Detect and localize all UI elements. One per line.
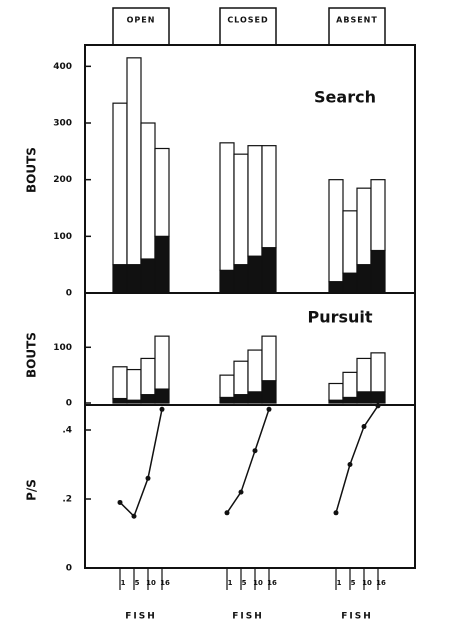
point: [362, 424, 367, 429]
bar-segment: [262, 248, 276, 293]
bar-segment: [141, 259, 155, 293]
point: [239, 490, 244, 495]
bar-segment: [155, 236, 169, 293]
y-tick-label: .4: [62, 426, 72, 436]
bar-segment: [262, 336, 276, 381]
y-axis-label: P/S: [25, 479, 39, 501]
bar-segment: [155, 389, 169, 403]
bar-segment: [329, 384, 343, 401]
bar-segment: [234, 395, 248, 403]
bar-segment: [248, 146, 262, 257]
point: [267, 407, 272, 412]
y-tick-label: 0: [66, 289, 72, 299]
x-tick-label: 1: [121, 579, 126, 587]
bar-segment: [113, 399, 127, 403]
x-tick-label: 10: [362, 579, 372, 587]
y-tick-label: 100: [53, 232, 72, 242]
bar-segment: [248, 256, 262, 293]
x-tick-label: 5: [135, 579, 140, 587]
bar-segment: [371, 353, 385, 392]
group-header: CLOSED: [227, 16, 268, 25]
bar-segment: [141, 123, 155, 259]
bar-segment: [234, 265, 248, 293]
point: [146, 476, 151, 481]
line: [227, 409, 269, 513]
x-axis-label: FISH: [341, 612, 373, 622]
x-tick-label: 5: [351, 579, 356, 587]
bar-segment: [357, 358, 371, 391]
bar-segment: [113, 103, 127, 265]
bar-segment: [113, 265, 127, 293]
y-tick-label: 300: [53, 119, 72, 129]
x-tick-label: 1: [228, 579, 233, 587]
bar-segment: [220, 143, 234, 270]
bar-segment: [343, 372, 357, 397]
bar-segment: [220, 397, 234, 403]
bar-segment: [234, 154, 248, 265]
bar-segment: [113, 367, 127, 399]
bar-segment: [141, 395, 155, 403]
panel-title: Search: [314, 88, 376, 107]
bar-segment: [357, 188, 371, 265]
y-tick-label: 0: [66, 564, 72, 574]
group-header-box: [113, 8, 169, 45]
bar-segment: [141, 358, 155, 394]
bar-segment: [343, 273, 357, 293]
point: [132, 514, 137, 519]
y-tick-label: 400: [53, 62, 72, 72]
point: [225, 510, 230, 515]
chart: 0100200300400BOUTSSearchOPENCLOSEDABSENT…: [0, 0, 466, 627]
bar-segment: [357, 265, 371, 293]
point: [376, 403, 381, 408]
x-axis-label: FISH: [125, 612, 157, 622]
bar-segment: [220, 375, 234, 397]
group-header: OPEN: [127, 16, 156, 25]
bar-segment: [371, 180, 385, 251]
point: [160, 407, 165, 412]
bar-segment: [329, 180, 343, 282]
y-axis-label: BOUTS: [25, 147, 39, 193]
bar-segment: [155, 149, 169, 237]
group-header: ABSENT: [336, 16, 378, 25]
point: [118, 500, 123, 505]
x-tick-label: 16: [267, 579, 277, 587]
y-tick-label: 200: [53, 175, 72, 185]
x-tick-label: 10: [253, 579, 263, 587]
bar-segment: [262, 381, 276, 403]
group-header-box: [220, 8, 276, 45]
bar-segment: [371, 392, 385, 403]
panel-title: Pursuit: [307, 308, 372, 327]
bar-segment: [127, 265, 141, 293]
bar-segment: [357, 392, 371, 403]
point: [348, 462, 353, 467]
bar-segment: [262, 146, 276, 248]
point: [334, 510, 339, 515]
line: [336, 406, 378, 513]
bar-segment: [127, 58, 141, 265]
x-axis-label: FISH: [232, 612, 264, 622]
bar-segment: [127, 370, 141, 401]
bar-segment: [343, 397, 357, 403]
bar-segment: [371, 251, 385, 294]
bar-segment: [248, 350, 262, 392]
x-tick-label: 10: [146, 579, 156, 587]
x-tick-label: 16: [376, 579, 386, 587]
y-axis-label: BOUTS: [25, 332, 39, 378]
y-tick-label: .2: [62, 495, 72, 505]
line: [120, 409, 162, 516]
bar-segment: [343, 211, 357, 273]
bar-segment: [329, 282, 343, 293]
y-tick-label: 0: [66, 399, 72, 409]
bar-segment: [234, 361, 248, 394]
y-tick-label: 100: [53, 343, 72, 353]
x-tick-label: 5: [242, 579, 247, 587]
x-tick-label: 16: [160, 579, 170, 587]
bar-segment: [220, 270, 234, 293]
bar-segment: [155, 336, 169, 389]
x-tick-label: 1: [337, 579, 342, 587]
point: [253, 448, 258, 453]
group-header-box: [329, 8, 385, 45]
bar-segment: [248, 392, 262, 403]
